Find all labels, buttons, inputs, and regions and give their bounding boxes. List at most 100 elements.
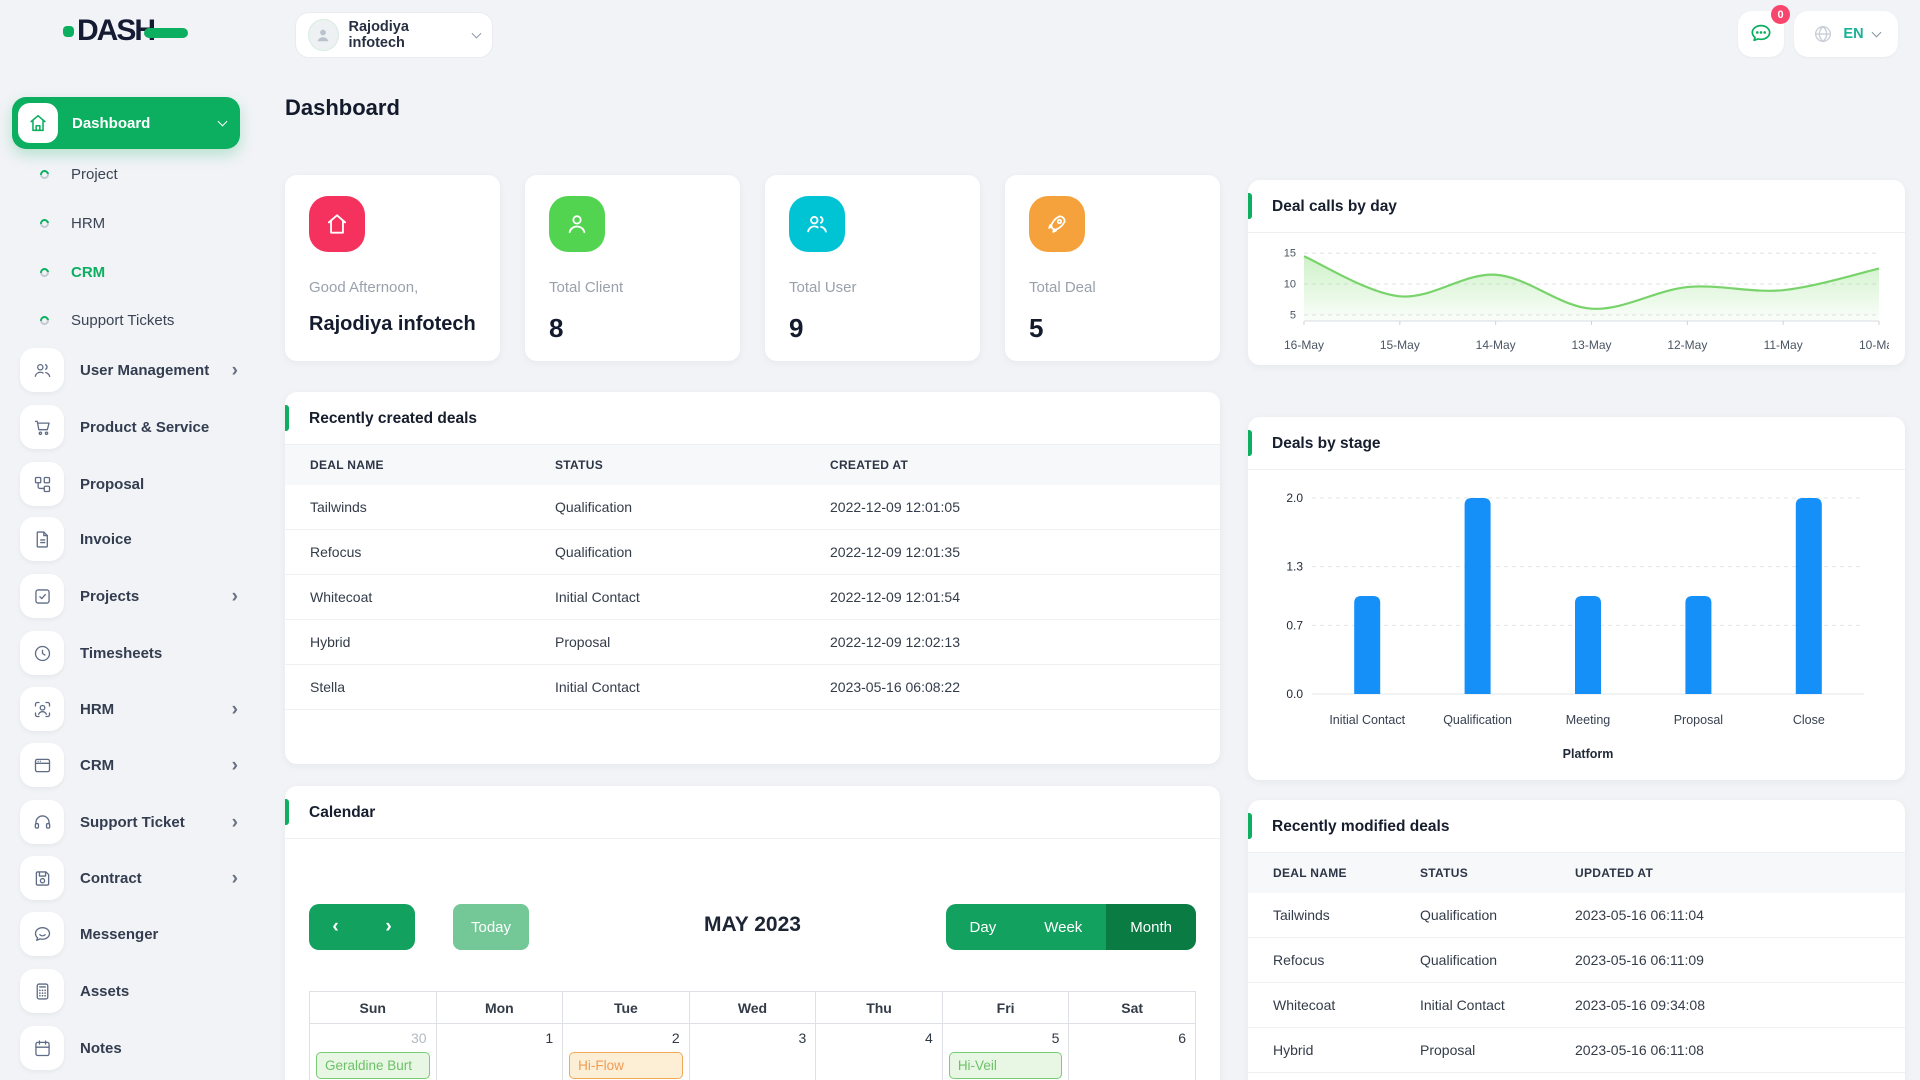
person-icon (317, 29, 329, 42)
svg-text:Initial Contact: Initial Contact (1329, 713, 1405, 727)
sidebar-item-support-ticket[interactable]: Support Ticket › (0, 798, 252, 846)
rocket-icon (1029, 196, 1085, 252)
sidebar-item-dashboard[interactable]: Dashboard (12, 97, 240, 149)
svg-text:Proposal: Proposal (1674, 713, 1723, 727)
deal-name-cell: Tailwinds (285, 485, 530, 530)
svg-text:Meeting: Meeting (1566, 713, 1611, 727)
status-cell: Proposal (530, 619, 805, 665)
sidebar-item-messenger[interactable]: Messenger (0, 910, 252, 958)
calendar-day-cell[interactable]: 4 (815, 1023, 943, 1080)
svg-text:16-May: 16-May (1284, 338, 1324, 352)
calendar-card: Calendar ‹ › Today MAY 2023 Day Week Mon… (285, 786, 1220, 1080)
today-button[interactable]: Today (453, 904, 529, 950)
prev-month-button[interactable]: ‹ (309, 904, 362, 950)
svg-text:5: 5 (1290, 309, 1296, 321)
deals-by-stage-card: Deals by stage 0.0 0.7 1.3 2.0 Initial Conta… (1248, 417, 1905, 780)
calendar-day-cell[interactable]: 2 Hi-Flow (562, 1023, 690, 1080)
user-icon (549, 196, 605, 252)
next-month-button[interactable]: › (362, 904, 415, 950)
sidebar-item-user-management[interactable]: User Management › (0, 346, 252, 394)
updated-at-cell: 2023-05-16 06:11:04 (1550, 893, 1905, 938)
created-at-cell: 2022-12-09 12:01:54 (805, 574, 1220, 620)
svg-text:0.7: 0.7 (1286, 618, 1303, 632)
sidebar-item-label: Contract (80, 869, 142, 887)
status-cell: Initial Contact (1395, 982, 1550, 1028)
person-scan-icon (20, 687, 64, 731)
calendar-grid: Sun Mon Tue Wed Thu Fri Sat 30 Geraldine… (309, 991, 1196, 1080)
table-header-row: DEAL NAME STATUS UPDATED AT (1248, 853, 1905, 893)
status-cell: Proposal (1395, 1027, 1550, 1073)
day-number: 3 (798, 1030, 807, 1046)
messages-button[interactable]: 0 (1738, 5, 1790, 57)
svg-text:1.3: 1.3 (1286, 560, 1303, 574)
sidebar-item-assets[interactable]: Assets (0, 967, 252, 1015)
sidebar-item-product-service[interactable]: Product & Service (0, 403, 252, 451)
cart-icon (20, 405, 64, 449)
created-at-cell: 2022-12-09 12:01:05 (805, 485, 1220, 530)
svg-text:13-May: 13-May (1571, 338, 1611, 352)
calendar-day-cell[interactable]: 5 Hi-Veil (941, 1023, 1070, 1080)
chevron-down-icon (1871, 27, 1882, 37)
page-title: Dashboard (285, 95, 400, 120)
sidebar-item-timesheets[interactable]: Timesheets (0, 629, 252, 677)
svg-text:12-May: 12-May (1667, 338, 1707, 352)
calendar-nav: ‹ › (309, 904, 415, 950)
month-view-button[interactable]: Month (1106, 904, 1196, 950)
table-header-row: DEAL NAME STATUS CREATED AT (285, 445, 1220, 485)
svg-text:10-May: 10-May (1859, 338, 1889, 352)
app-logo[interactable]: DASH (63, 16, 189, 46)
column-header: DEAL NAME (310, 458, 384, 472)
sidebar-item-invoice[interactable]: Invoice (0, 515, 252, 563)
floppy-icon (20, 856, 64, 900)
deal-name-cell: Whitecoat (1248, 982, 1395, 1028)
users-icon (20, 348, 64, 392)
calendar-toolbar: ‹ › Today MAY 2023 Day Week Month (309, 904, 1196, 950)
sidebar-item-hrm[interactable]: HRM › (0, 685, 252, 733)
sidebar-item-hrm[interactable]: HRM (0, 209, 252, 237)
sidebar-item-label: HRM (80, 700, 115, 718)
calendar-day-cell[interactable]: 3 (688, 1023, 817, 1080)
bullet-icon (38, 167, 51, 181)
week-view-button[interactable]: Week (1020, 904, 1107, 950)
sidebar-item-contract[interactable]: Contract › (0, 854, 252, 902)
day-view-button[interactable]: Day (945, 904, 1021, 950)
status-cell: Qualification (530, 529, 805, 575)
status-cell: Qualification (530, 485, 805, 530)
sidebar-item-projects[interactable]: Projects › (0, 572, 252, 620)
sidebar-item-label: Product & Service (80, 418, 210, 436)
sidebar-item-project[interactable]: Project (0, 160, 252, 188)
stat-label: Total Client (549, 279, 624, 296)
deal-name-cell: Hybrid (285, 619, 530, 665)
svg-text:11-May: 11-May (1764, 338, 1803, 352)
card-title: Recently modified deals (1272, 818, 1450, 835)
calendar-event[interactable]: Geraldine Burt (316, 1052, 430, 1079)
sidebar-item-proposal[interactable]: Proposal (0, 460, 252, 508)
calendar-day-cell[interactable]: 6 (1068, 1023, 1196, 1080)
sidebar-item-label: Invoice (80, 530, 132, 548)
language-selector[interactable]: EN (1794, 11, 1898, 57)
company-name: Rajodiya infotech (348, 19, 409, 51)
deal-name-cell: Stella (285, 664, 530, 710)
table-row: Whitecoat Initial Contact 2023-05-16 09:34… (1248, 982, 1905, 1028)
sidebar-item-crm[interactable]: CRM › (0, 741, 252, 789)
updated-at-cell: 2023-05-16 06:11:09 (1550, 937, 1905, 983)
svg-text:10: 10 (1284, 279, 1296, 291)
calendar-event[interactable]: Hi-Veil (948, 1052, 1063, 1079)
updated-at-cell: 2023-05-16 09:34:08 (1550, 982, 1905, 1028)
chevron-right-icon: › (231, 698, 238, 720)
company-avatar (308, 19, 339, 51)
bullet-icon (38, 313, 51, 327)
weekday-label: Mon (435, 991, 564, 1024)
company-selector[interactable]: Rajodiya infotech (295, 12, 493, 58)
day-number: 5 (1051, 1030, 1060, 1046)
calendar-day-cell[interactable]: 1 (435, 1023, 564, 1080)
sidebar-item-crm[interactable]: CRM (0, 258, 252, 286)
svg-text:15: 15 (1284, 248, 1296, 260)
calendar-day-cell[interactable]: 30 Geraldine Burt (309, 1023, 437, 1080)
language-code: EN (1843, 26, 1864, 42)
calendar-event[interactable]: Hi-Flow (569, 1052, 683, 1079)
sidebar-item-support-tickets[interactable]: Support Tickets (0, 306, 252, 334)
users-icon (789, 196, 845, 252)
sidebar-item-notes[interactable]: Notes (0, 1024, 252, 1072)
stat-value: 8 (549, 313, 564, 343)
